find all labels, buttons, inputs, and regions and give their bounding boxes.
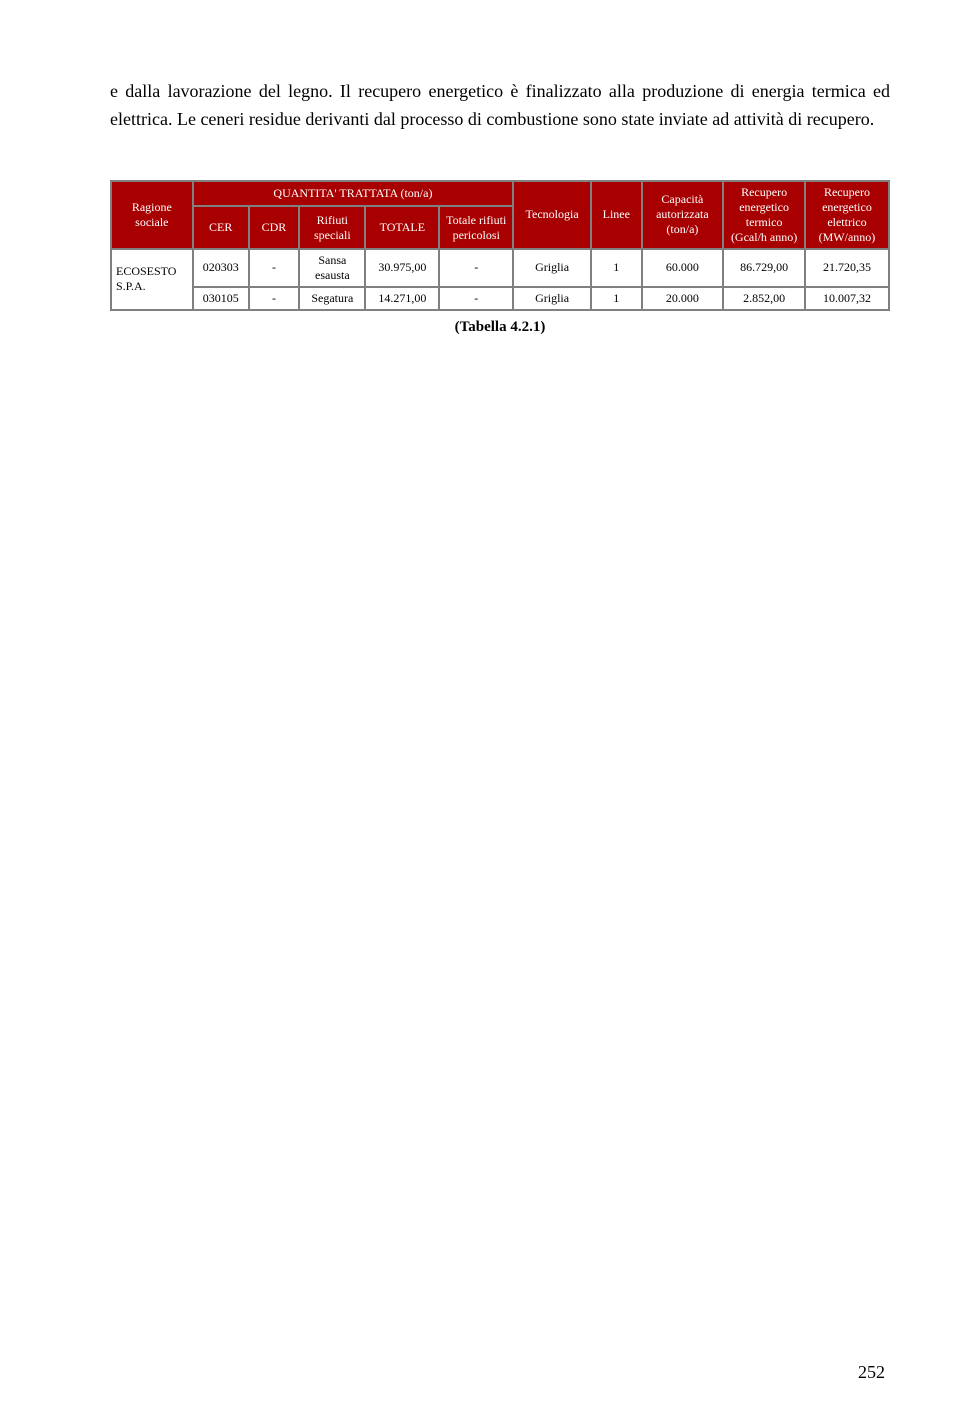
table-row: 030105 - Segatura 14.271,00 - Griglia 1 … — [111, 287, 889, 310]
cell-ragione-sociale: ECOSESTO S.P.A. — [111, 249, 193, 310]
cell-rec-termico: 86.729,00 — [723, 249, 805, 287]
th-tecnologia: Tecnologia — [513, 181, 591, 249]
cell-linee: 1 — [591, 249, 642, 287]
cell-cdr: - — [249, 249, 300, 287]
page-number: 252 — [858, 1362, 885, 1383]
cell-rec-elettrico: 21.720,35 — [805, 249, 889, 287]
cell-totale-pericolosi: - — [439, 287, 513, 310]
table-caption: (Tabella 4.2.1) — [110, 319, 890, 336]
cell-totale: 30.975,00 — [365, 249, 439, 287]
cell-capacita: 60.000 — [642, 249, 724, 287]
cell-totale: 14.271,00 — [365, 287, 439, 310]
cell-tecnologia: Griglia — [513, 249, 591, 287]
th-rifiuti-speciali: Rifiuti speciali — [299, 206, 365, 248]
cell-cer: 030105 — [193, 287, 249, 310]
th-cer: CER — [193, 206, 249, 248]
cell-rec-termico: 2.852,00 — [723, 287, 805, 310]
th-totale-rifiuti-pericolosi: Totale rifiuti pericolosi — [439, 206, 513, 248]
table-row: ECOSESTO S.P.A. 020303 - Sansa esausta 3… — [111, 249, 889, 287]
cell-totale-pericolosi: - — [439, 249, 513, 287]
cell-rifiuti-speciali: Segatura — [299, 287, 365, 310]
cell-cer: 020303 — [193, 249, 249, 287]
th-recupero-termico: Recupero energetico termico (Gcal/h anno… — [723, 181, 805, 249]
intro-paragraph: e dalla lavorazione del legno. Il recupe… — [110, 78, 890, 134]
cell-tecnologia: Griglia — [513, 287, 591, 310]
cell-linee: 1 — [591, 287, 642, 310]
th-recupero-elettrico: Recupero energetico elettrico (MW/anno) — [805, 181, 889, 249]
th-totale: TOTALE — [365, 206, 439, 248]
th-ragione-sociale: Ragione sociale — [111, 181, 193, 249]
cell-cdr: - — [249, 287, 300, 310]
data-table: Ragione sociale QUANTITA' TRATTATA (ton/… — [110, 180, 890, 311]
cell-rifiuti-speciali: Sansa esausta — [299, 249, 365, 287]
th-linee: Linee — [591, 181, 642, 249]
th-capacita: Capacità autorizzata (ton/a) — [642, 181, 724, 249]
cell-rec-elettrico: 10.007,32 — [805, 287, 889, 310]
cell-capacita: 20.000 — [642, 287, 724, 310]
th-cdr: CDR — [249, 206, 300, 248]
th-quantita-trattata: QUANTITA' TRATTATA (ton/a) — [193, 181, 514, 207]
